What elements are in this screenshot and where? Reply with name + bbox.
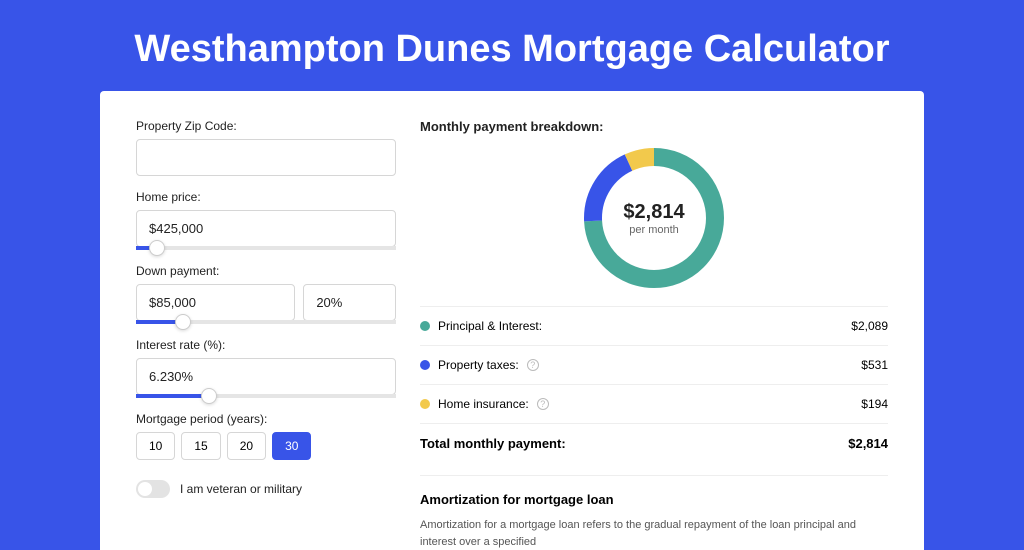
info-icon[interactable]: ? xyxy=(537,398,549,410)
form-column: Property Zip Code: Home price: Down paym… xyxy=(136,119,396,550)
interest-rate-field: Interest rate (%): xyxy=(136,338,396,398)
veteran-toggle-row: I am veteran or military xyxy=(136,480,396,498)
breakdown-column: Monthly payment breakdown: $2,814 per mo… xyxy=(420,119,888,550)
zip-field: Property Zip Code: xyxy=(136,119,396,176)
amortization-title: Amortization for mortgage loan xyxy=(420,492,888,507)
donut-center: $2,814 per month xyxy=(584,148,724,288)
breakdown-value: $194 xyxy=(861,397,888,411)
page-title: Westhampton Dunes Mortgage Calculator xyxy=(0,0,1024,91)
home-price-label: Home price: xyxy=(136,190,396,204)
breakdown-value: $2,089 xyxy=(851,319,888,333)
veteran-label: I am veteran or military xyxy=(180,482,302,496)
zip-input[interactable] xyxy=(136,139,396,176)
dot-icon xyxy=(420,360,430,370)
amortization-text: Amortization for a mortgage loan refers … xyxy=(420,517,888,550)
mortgage-period-field: Mortgage period (years): 10 15 20 30 xyxy=(136,412,396,460)
slider-thumb[interactable] xyxy=(175,314,191,330)
home-price-input[interactable] xyxy=(136,210,396,247)
mortgage-period-label: Mortgage period (years): xyxy=(136,412,396,426)
breakdown-label: Property taxes: xyxy=(438,358,519,372)
info-icon[interactable]: ? xyxy=(527,359,539,371)
zip-label: Property Zip Code: xyxy=(136,119,396,133)
down-payment-field: Down payment: xyxy=(136,264,396,324)
down-payment-slider[interactable] xyxy=(136,320,396,324)
mortgage-period-options: 10 15 20 30 xyxy=(136,432,396,460)
slider-thumb[interactable] xyxy=(201,388,217,404)
breakdown-home-insurance: Home insurance: ? $194 xyxy=(420,384,888,423)
dot-icon xyxy=(420,321,430,331)
period-option-30[interactable]: 30 xyxy=(272,432,311,460)
down-payment-percent-input[interactable] xyxy=(303,284,396,321)
breakdown-label: Principal & Interest: xyxy=(438,319,542,333)
down-payment-amount-input[interactable] xyxy=(136,284,295,321)
period-option-20[interactable]: 20 xyxy=(227,432,266,460)
period-option-15[interactable]: 15 xyxy=(181,432,220,460)
donut-chart: $2,814 per month xyxy=(584,148,724,288)
donut-chart-wrap: $2,814 per month xyxy=(420,148,888,288)
total-value: $2,814 xyxy=(848,436,888,451)
total-label: Total monthly payment: xyxy=(420,436,566,451)
breakdown-title: Monthly payment breakdown: xyxy=(420,119,888,134)
period-option-10[interactable]: 10 xyxy=(136,432,175,460)
breakdown-label: Home insurance: xyxy=(438,397,529,411)
donut-sub: per month xyxy=(629,224,679,236)
breakdown-value: $531 xyxy=(861,358,888,372)
toggle-knob xyxy=(138,482,152,496)
home-price-slider[interactable] xyxy=(136,246,396,250)
down-payment-label: Down payment: xyxy=(136,264,396,278)
home-price-field: Home price: xyxy=(136,190,396,250)
breakdown-total: Total monthly payment: $2,814 xyxy=(420,423,888,463)
breakdown-property-taxes: Property taxes: ? $531 xyxy=(420,345,888,384)
interest-rate-input[interactable] xyxy=(136,358,396,395)
donut-value: $2,814 xyxy=(623,201,684,224)
calculator-card: Property Zip Code: Home price: Down paym… xyxy=(100,91,924,550)
breakdown-principal-interest: Principal & Interest: $2,089 xyxy=(420,306,888,345)
interest-rate-label: Interest rate (%): xyxy=(136,338,396,352)
veteran-toggle[interactable] xyxy=(136,480,170,498)
interest-rate-slider[interactable] xyxy=(136,394,396,398)
amortization-section: Amortization for mortgage loan Amortizat… xyxy=(420,475,888,550)
dot-icon xyxy=(420,399,430,409)
slider-thumb[interactable] xyxy=(149,240,165,256)
